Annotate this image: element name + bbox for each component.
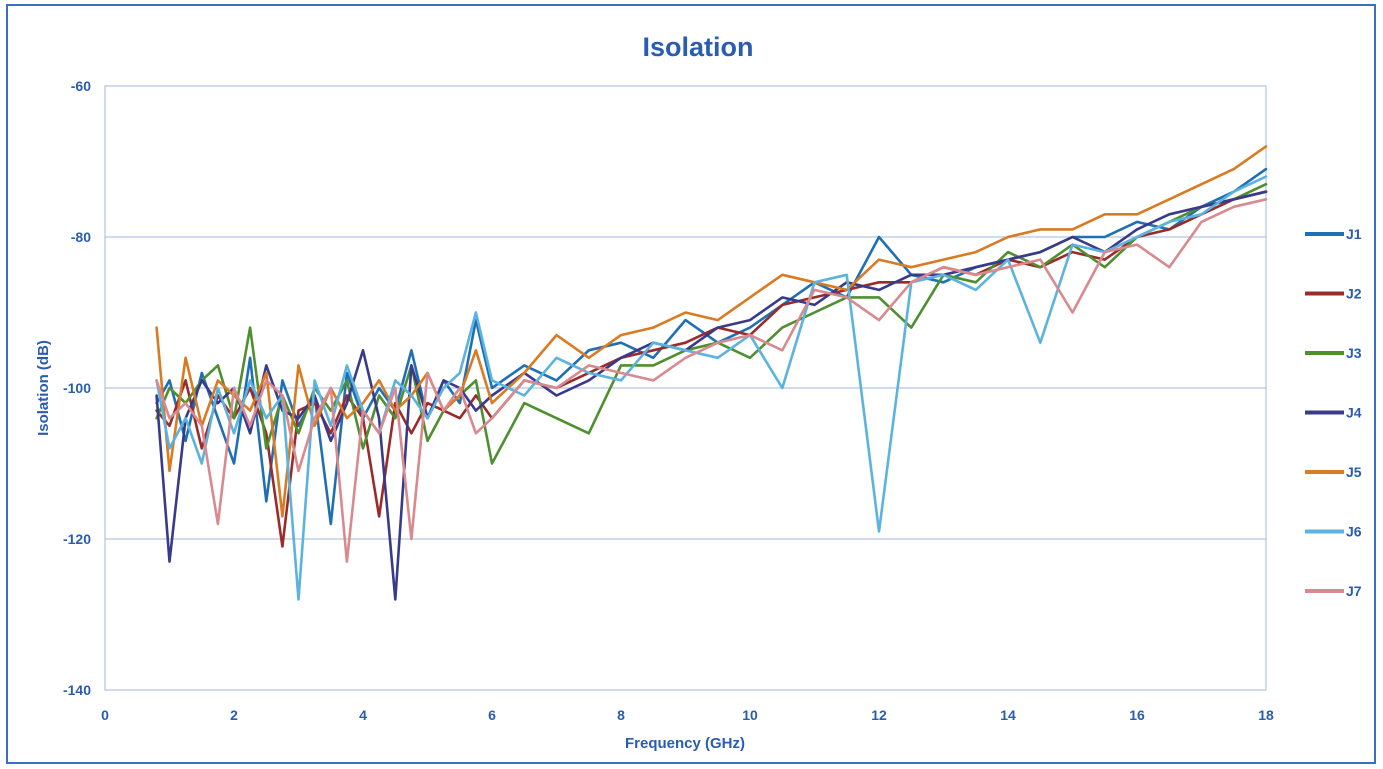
x-tick-labels: 0 2 4 6 8 10 12 14 16 18 [101,707,1274,723]
series-line-j5 [155,145,1268,518]
x-tick-label: 4 [359,707,367,723]
legend-label-j4: J4 [1346,405,1362,421]
y-tick-label: -140 [63,682,91,698]
x-axis-label: Frequency (GHz) [625,735,745,752]
series-line-j3 [155,182,1268,465]
x-tick-label: 12 [871,707,887,723]
x-tick-label: 2 [230,707,238,723]
series-line-j6 [155,175,1268,601]
legend-label-j6: J6 [1346,524,1362,540]
y-tick-labels: -60 -80 -100 -120 -140 [63,78,91,698]
x-tick-label: 8 [617,707,625,723]
y-tick-label: -60 [71,78,91,94]
legend-label-j1: J1 [1346,226,1362,242]
x-tick-label: 18 [1258,707,1274,723]
legend-label-j3: J3 [1346,345,1362,361]
isolation-chart: Isolation -60 -80 -100 -120 -140 0 2 4 6 8 10 12 14… [35,32,1362,752]
x-tick-label: 14 [1000,707,1016,723]
chart-frame: Isolation -60 -80 -100 -120 -140 0 2 4 6 8 10 12 14… [6,4,1376,764]
series-line-j4 [155,190,1268,601]
chart-title: Isolation [642,32,753,62]
legend-label-j7: J7 [1346,583,1362,599]
series-line-j2 [155,190,1268,548]
x-tick-label: 10 [742,707,758,723]
y-tick-label: -120 [63,531,91,547]
legend-label-j5: J5 [1346,464,1362,480]
legend-label-j2: J2 [1346,286,1362,302]
x-tick-label: 16 [1129,707,1145,723]
y-tick-label: -80 [71,229,91,245]
series-line-j7 [155,198,1268,563]
legend: J1 J2 J3 J4 J5 J6 J7 [1305,226,1362,599]
x-tick-label: 0 [101,707,109,723]
grid-lines [105,85,1266,691]
y-tick-label: -100 [63,380,91,396]
y-axis-label: Isolation (dB) [35,340,52,436]
x-tick-label: 6 [488,707,496,723]
series-lines [155,145,1268,601]
